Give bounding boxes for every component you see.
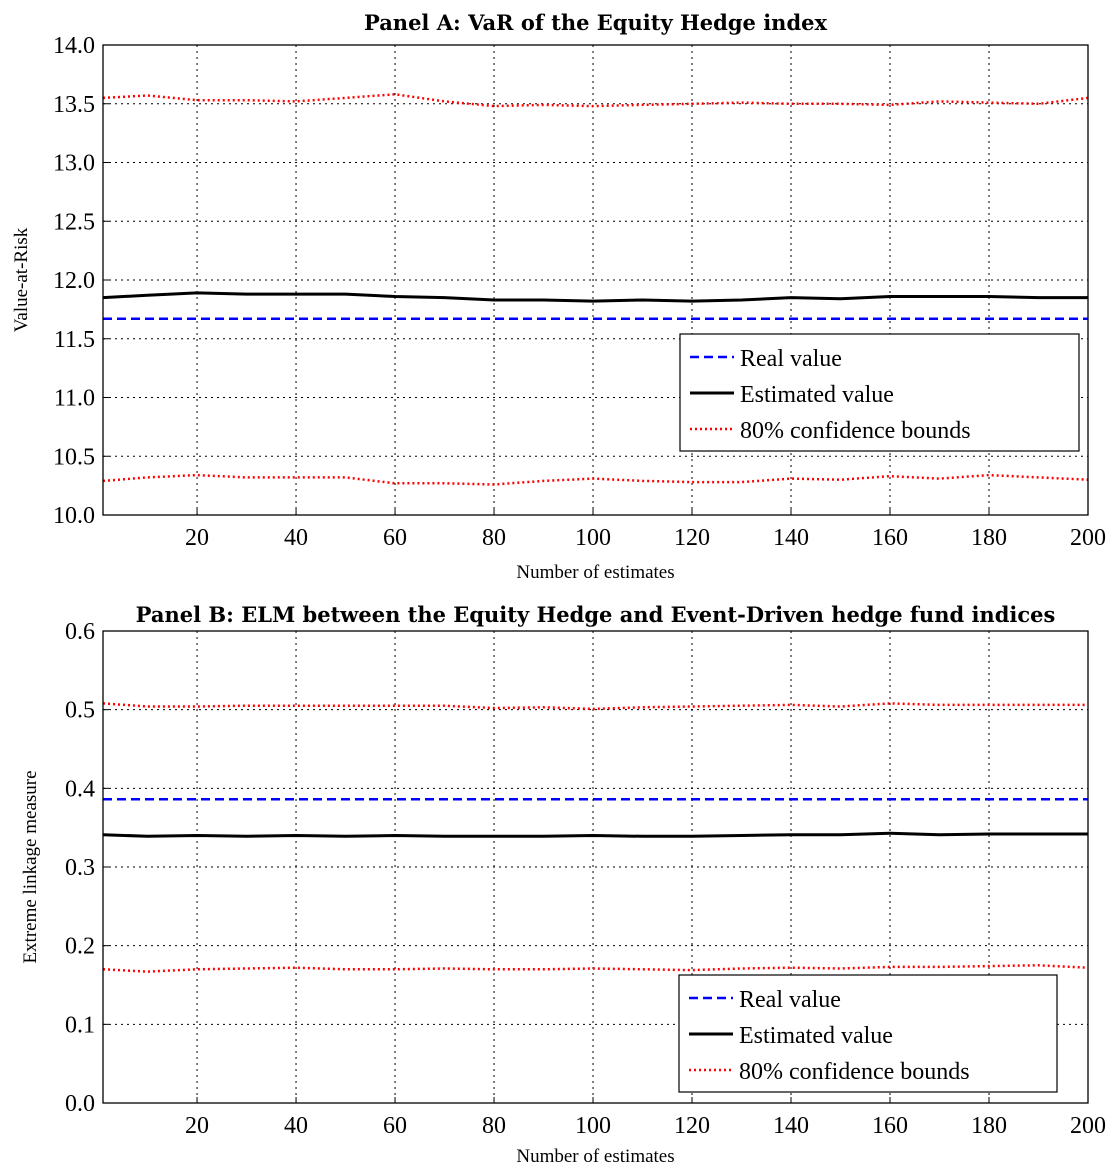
x-axis-label: Number of estimates [516, 1146, 674, 1164]
x-tick-label: 60 [383, 525, 407, 551]
chart-title: Panel A: VaR of the Equity Hedge index [364, 10, 828, 35]
legend-box [678, 974, 1058, 1093]
x-tick-label: 40 [284, 1113, 308, 1139]
x-tick-label: 80 [482, 525, 506, 551]
y-axis-label: Value-at-Risk [11, 227, 32, 332]
x-tick-label: 200 [1070, 1113, 1106, 1139]
y-tick-label: 10.5 [53, 444, 95, 470]
plot-frame [102, 630, 1089, 1104]
x-axis-label: Number of estimates [516, 562, 674, 583]
x-tick-label: 120 [674, 1113, 710, 1139]
x-tick-label: 180 [971, 1113, 1007, 1139]
chart-title: Panel B: ELM between the Equity Hedge an… [136, 602, 1056, 627]
panel-a: Panel A: VaR of the Equity Hedge index 20… [11, 10, 1106, 583]
upper-confidence-bound-line [102, 702, 1088, 711]
legend-label: Estimated value [740, 382, 894, 408]
y-tick-label: 11.5 [54, 327, 95, 353]
x-tick-label: 20 [185, 525, 209, 551]
y-tick-label: 0.1 [65, 1012, 95, 1038]
x-tick-label: 160 [872, 1113, 908, 1139]
y-tick-label: 12.5 [53, 209, 95, 235]
legend: Real value Estimated value 80% confidence … [678, 974, 1058, 1093]
y-tick-label: 0.5 [65, 698, 95, 724]
x-tick-label: 180 [971, 525, 1007, 551]
x-tick-label: 200 [1070, 525, 1106, 551]
x-tick-label: 140 [773, 1113, 809, 1139]
legend-label: 80% confidence bounds [739, 1059, 970, 1085]
x-tick-label: 160 [872, 525, 908, 551]
y-tick-label: 0.3 [65, 855, 95, 881]
upper-confidence-bound-line [102, 93, 1089, 108]
x-tick-label: 140 [773, 525, 809, 551]
lower-confidence-bound-line [102, 964, 1089, 973]
y-tick-label: 13.0 [53, 151, 95, 177]
legend: Real value Estimated value 80% confidence … [679, 333, 1080, 452]
x-tick-label: 120 [674, 525, 710, 551]
y-tick-label: 10.0 [53, 503, 95, 529]
x-tick-label: 80 [482, 1113, 506, 1139]
legend-label: Real value [740, 346, 842, 372]
y-tick-label: 0.6 [65, 619, 95, 645]
y-tick-label: 0.4 [65, 776, 95, 802]
x-tick-label: 100 [575, 525, 611, 551]
panel-b: Panel B: ELM between the Equity Hedge an… [20, 602, 1106, 1164]
plot-frame [102, 44, 1089, 516]
y-tick-label: 0.0 [65, 1091, 95, 1117]
y-tick-label: 13.5 [53, 92, 95, 118]
x-tick-label: 60 [383, 1113, 407, 1139]
legend-label: Real value [739, 987, 841, 1013]
legend-label: Estimated value [739, 1023, 893, 1049]
estimated-value-line [102, 831, 1088, 838]
estimated-value-line [102, 291, 1088, 303]
y-axis-label: Extreme linkage measure [20, 770, 41, 963]
x-tick-label: 20 [185, 1113, 209, 1139]
y-tick-label: 14.0 [53, 33, 95, 59]
legend-box [679, 333, 1080, 452]
x-tick-label: 100 [575, 1113, 611, 1139]
y-tick-label: 11.0 [54, 386, 95, 412]
x-tick-label: 40 [284, 525, 308, 551]
lower-confidence-bound-line [102, 473, 1089, 486]
y-tick-label: 12.0 [53, 268, 95, 294]
y-tick-label: 0.2 [65, 934, 95, 960]
legend-label: 80% confidence bounds [740, 418, 971, 444]
